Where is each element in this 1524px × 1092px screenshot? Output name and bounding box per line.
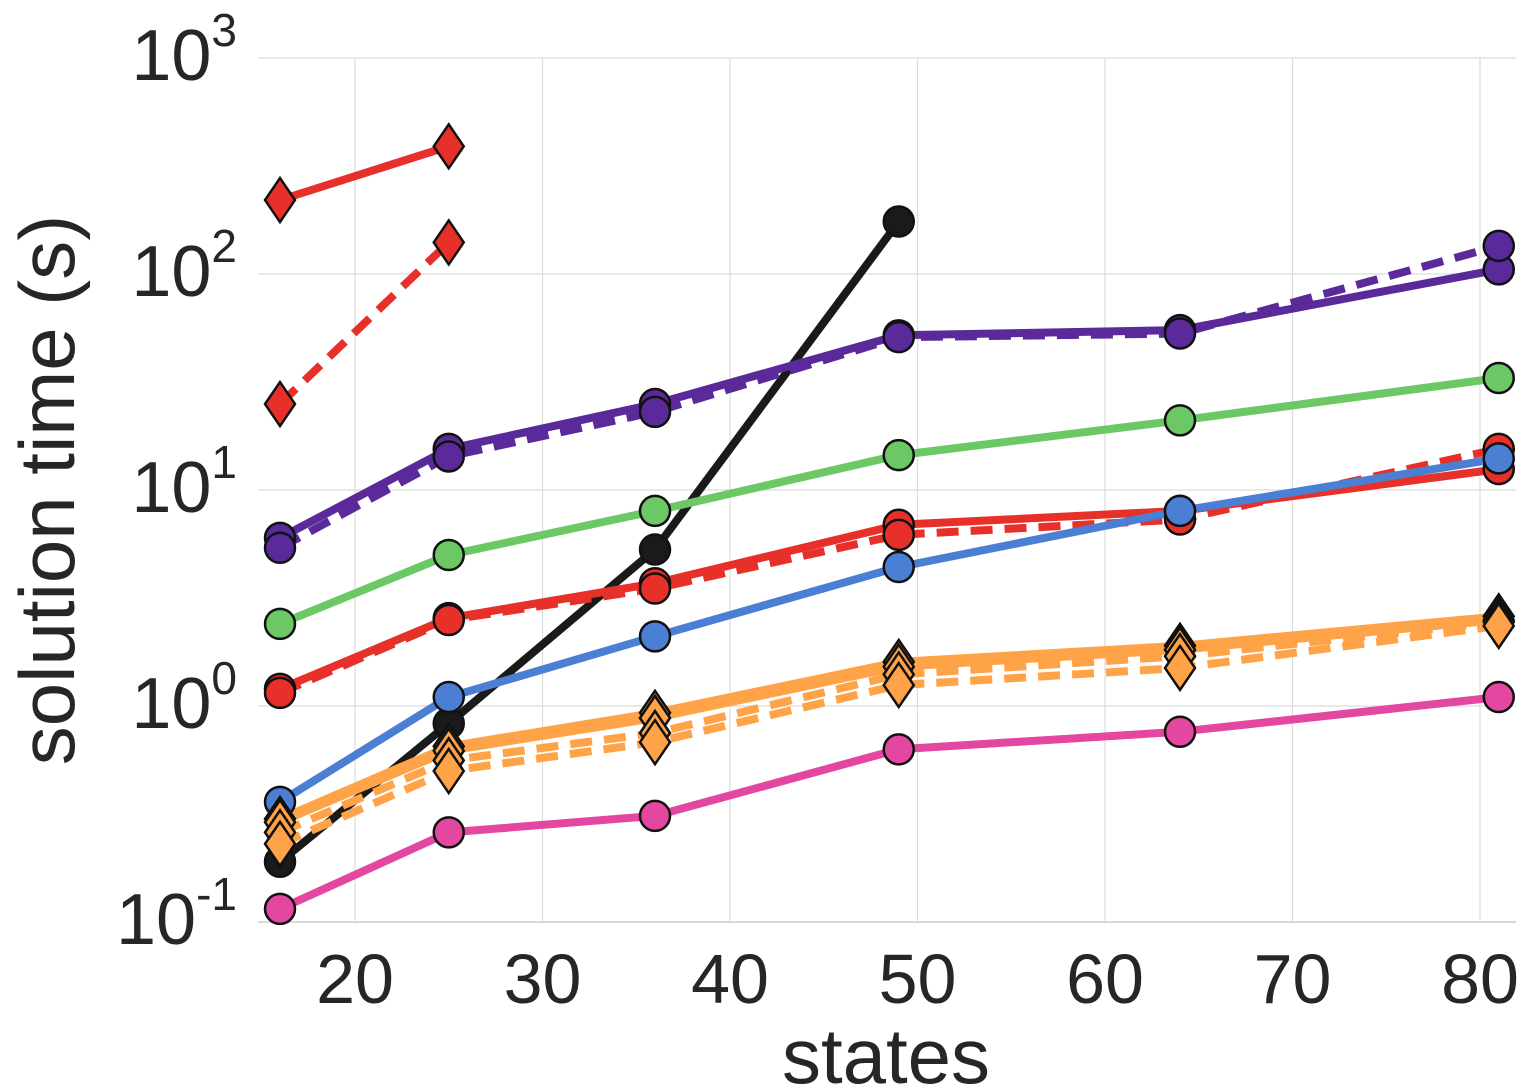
series-line-0 [278, 142, 451, 204]
data-point-diamond [432, 218, 466, 267]
data-point-diamond [263, 379, 297, 429]
data-point-circle [1482, 680, 1515, 714]
data-point-diamond [1163, 643, 1197, 693]
data-point-diamond [1482, 601, 1516, 651]
data-point-circle [263, 531, 297, 565]
y-tick-label: 100 [131, 652, 237, 744]
data-point-circle [1482, 442, 1515, 475]
series-line-13 [278, 693, 1500, 913]
series-line-2 [277, 219, 903, 865]
y-tick-label: 103 [131, 4, 237, 96]
data-point-circle [638, 799, 672, 833]
data-point-circle [1163, 404, 1197, 437]
data-point-circle [882, 320, 915, 354]
x-tick-label: 30 [504, 940, 582, 1018]
data-point-circle [263, 676, 297, 710]
x-axis-label: states [782, 1012, 990, 1092]
data-point-circle [638, 620, 672, 653]
data-point-circle [1163, 494, 1197, 528]
y-tick-label: 101 [131, 436, 237, 528]
data-point-circle [1163, 317, 1197, 350]
y-tick-label: 10-1 [116, 868, 237, 960]
data-point-circle [1482, 361, 1515, 395]
series-line-10 [278, 616, 1500, 826]
series-layer [263, 122, 1516, 926]
data-point-circle [638, 395, 672, 429]
series-lines [277, 142, 1500, 913]
data-point-circle [882, 518, 915, 552]
data-point-circle [638, 533, 672, 566]
data-point-circle [882, 438, 915, 472]
series-line-11 [278, 617, 1500, 837]
data-point-circle [638, 494, 672, 528]
series-line-1 [277, 239, 452, 407]
data-point-circle [263, 607, 297, 641]
x-tick-label: 20 [316, 940, 394, 1018]
data-point-circle [432, 603, 465, 637]
x-tick-label: 60 [1066, 940, 1144, 1018]
data-point-circle [1163, 715, 1197, 748]
series-markers [263, 122, 1516, 926]
x-tick-label: 50 [879, 940, 957, 1018]
data-point-diamond [263, 819, 297, 869]
y-axis-label: solution time (s) [3, 215, 91, 766]
data-point-circle [638, 572, 672, 605]
data-point-diamond [263, 175, 297, 225]
data-point-circle [1482, 229, 1515, 263]
y-tick-labels: 10-1 100 101 102 103 [116, 4, 237, 960]
data-point-circle [882, 733, 915, 766]
x-tick-labels: 20 30 40 50 60 70 80 [316, 940, 1519, 1018]
series-line-8 [277, 454, 1500, 806]
x-tick-label: 80 [1441, 940, 1519, 1018]
series-line-4 [278, 241, 1500, 552]
data-point-circle [882, 550, 915, 584]
data-point-circle [432, 816, 465, 849]
series-line-5 [278, 374, 1500, 628]
y-tick-label: 102 [131, 220, 237, 312]
data-point-circle [432, 538, 465, 572]
data-point-diamond [882, 660, 916, 710]
data-point-circle [882, 205, 915, 238]
data-point-circle [432, 680, 465, 714]
series-line-12 [278, 621, 1500, 848]
data-point-diamond [638, 717, 672, 767]
data-point-circle [263, 892, 297, 926]
data-point-diamond [432, 122, 466, 171]
x-tick-label: 70 [1254, 940, 1332, 1018]
x-tick-label: 40 [691, 940, 769, 1018]
data-point-circle [432, 440, 465, 473]
data-point-diamond [432, 746, 466, 796]
series-line-7 [278, 444, 1500, 697]
